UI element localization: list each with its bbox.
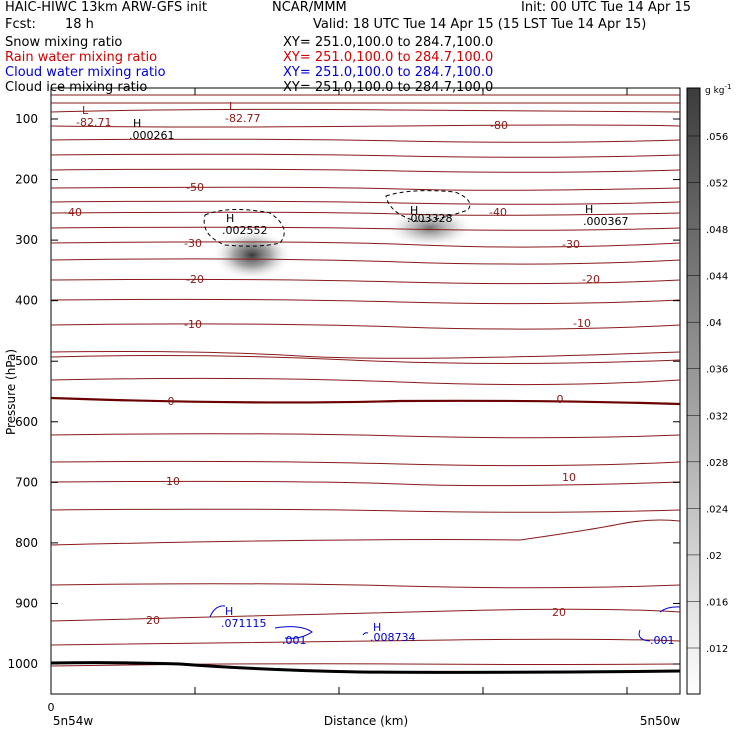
y-tick-label: 500 [15,354,38,368]
field-name-cloud-water: Cloud water mixing ratio [5,65,166,80]
temperature-contours [50,94,681,667]
high-marker: H [585,203,593,216]
field-name-snow: Snow mixing ratio [5,35,123,50]
field-xy-cloud-water: XY= 251.0,100.0 to 284.7,100.0 [283,65,494,80]
y-tick-label: 700 [15,475,38,489]
plot-frame [50,87,681,695]
y-tick-label: 600 [15,415,38,429]
freezing-level-contour [50,396,681,406]
isotherm-label: 20 [552,606,566,619]
y-tick-label: 400 [15,294,38,308]
colorbar-tick-label: .016 [706,597,728,608]
high-value: .002552 [222,224,268,237]
field-xy-rain: XY= 251.0,100.0 to 284.7,100.0 [283,50,494,65]
isotherm-label: -10 [184,318,202,331]
colorbar-tick-label: .024 [706,504,728,515]
snow-max-shading-2 [385,208,475,248]
x-axis-ticks [50,88,628,694]
colorbar-tick-label: .052 [706,179,728,190]
isotherm-label: -40 [489,206,507,219]
colorbar-tick-label: .02 [706,551,722,562]
isotherm-label: -80 [490,119,508,132]
colorbar-ticks: .012 .016 .02 .024 .028 .032 .036 .04 .044 .048 .0… [687,132,728,655]
y-tick-label: 1000 [7,657,38,671]
y-tick-label: 300 [15,233,38,247]
y-tick-label: 200 [15,173,38,187]
high-value: .008734 [370,631,416,644]
snow-contour-1 [203,208,285,247]
isotherm-label: -30 [184,237,202,250]
colorbar-tick-label: .056 [706,132,728,143]
high-value: .071115 [221,617,267,630]
colorbar [686,87,701,695]
low-marker: L [229,100,236,113]
colorbar-tick-label: .012 [706,644,728,655]
init-time: Init: 00 UTC Tue 14 Apr 15 [521,0,692,15]
high-value: .000261 [129,129,175,142]
isotherm-label: -40 [64,206,82,219]
x-start-label: 5n54w [53,714,94,728]
field-name-rain: Rain water mixing ratio [5,50,158,65]
colorbar-tick-label: .032 [706,411,728,422]
isotherm-label: 0 [557,393,564,406]
isotherm-label: -30 [562,238,580,251]
low-marker: L [82,104,89,117]
colorbar-tick-label: .04 [706,318,722,329]
high-value: .003328 [407,212,453,225]
isotherm-labels: -50 -40 -40 -30 -30 -20 -20 -10 -10 0 0 … [64,119,600,627]
fcst-label: Fcst: [5,17,36,32]
colorbar-tick-label: .048 [706,225,728,236]
fcst-value: 18 h [65,17,94,32]
isotherm-label: 10 [562,471,576,484]
cloud-water-contour-label: .001 [282,634,307,647]
colorbar-tick-label: .036 [706,365,728,376]
isotherm-label: -20 [186,273,204,286]
low-value: -82.71 [76,116,111,129]
high-marker: H [226,212,234,225]
x-axis-label: Distance (km) [324,714,408,728]
isotherm-label: 0 [168,395,175,408]
high-marker: H [410,204,418,217]
colorbar-unit: g kg-1 [705,83,731,96]
isotherm-label: -50 [186,181,204,194]
valid-time: Valid: 18 UTC Tue 14 Apr 15 (15 LST Tue … [313,17,647,32]
isotherm-label: -20 [582,273,600,286]
y-tick-label: 100 [15,112,38,126]
high-value: .000367 [583,215,629,228]
low-value: -82.77 [225,112,260,125]
x-end-label: 5n50w [640,714,681,728]
app-title: HAIC-HIWC 13km ARW-GFS init [5,0,207,15]
y-tick-label: 900 [15,596,38,610]
y-tick-label: 800 [15,536,38,550]
colorbar-tick-label: .028 [706,458,728,469]
cloud-water-contour-label: .001 [650,634,675,647]
high-marker: H [133,117,141,130]
colorbar-tick-label: .044 [706,272,728,283]
isotherm-label: 20 [146,614,160,627]
extrema-labels: L -82.71 L -82.77 H .000261 H .002552 H … [76,100,675,647]
high-marker: H [373,621,381,634]
cloud-water-contours [209,605,681,642]
org-label: NCAR/MMM [272,0,347,15]
y-axis-label: Pressure (hPa) [4,349,18,435]
isotherm-label: 10 [166,475,180,488]
x-tick-label-0: 0 [48,701,55,714]
surface-line [50,661,681,674]
field-xy-snow: XY= 251.0,100.0 to 284.7,100.0 [283,35,494,50]
high-marker: H [225,605,233,618]
isotherm-label: -10 [573,317,591,330]
